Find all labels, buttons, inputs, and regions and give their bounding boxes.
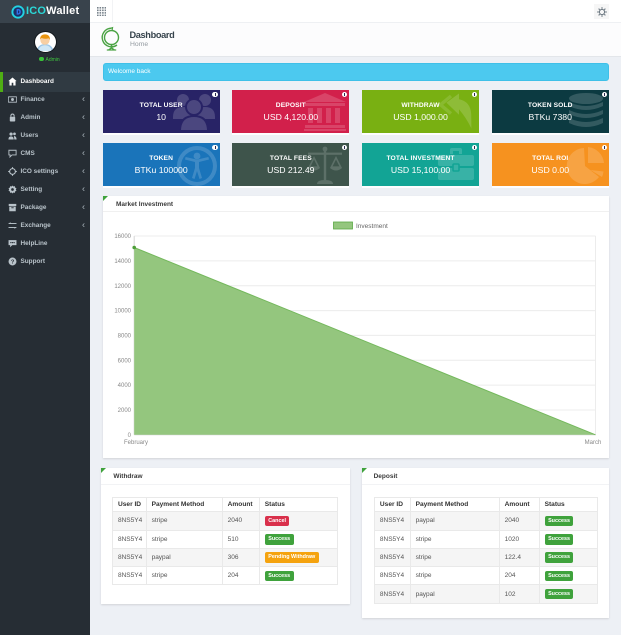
svg-text:10000: 10000 xyxy=(114,309,131,315)
svg-text:6000: 6000 xyxy=(117,358,131,364)
svg-text:16000: 16000 xyxy=(114,234,131,240)
svg-text:4000: 4000 xyxy=(117,383,131,389)
svg-text:Investment: Investment xyxy=(356,223,388,230)
svg-text:12000: 12000 xyxy=(114,284,131,290)
svg-text:March: March xyxy=(584,440,601,446)
svg-text:8000: 8000 xyxy=(117,334,131,340)
svg-text:?: ? xyxy=(10,259,14,265)
svg-text:0: 0 xyxy=(127,433,131,439)
svg-text:2000: 2000 xyxy=(117,408,131,414)
svg-text:14000: 14000 xyxy=(114,259,131,265)
svg-text:February: February xyxy=(123,440,147,446)
